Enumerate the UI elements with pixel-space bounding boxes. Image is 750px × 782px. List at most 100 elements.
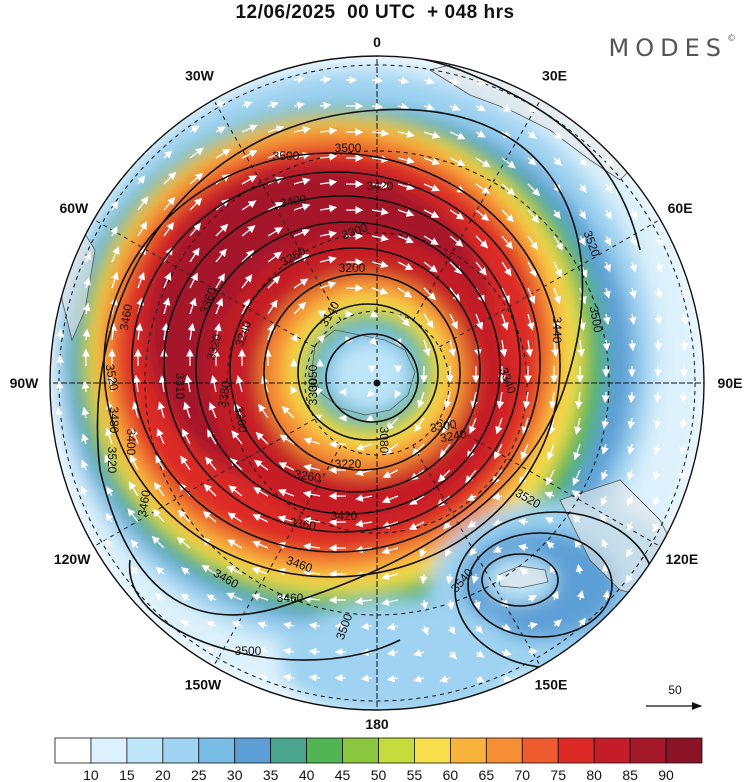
wind-vector <box>521 417 530 435</box>
colorbar-tick-label: 40 <box>299 767 315 782</box>
wind-vector <box>466 493 477 501</box>
wind-vector <box>449 287 461 302</box>
wind-vector <box>106 401 114 419</box>
wind-vector <box>553 261 562 278</box>
wind-vector <box>255 431 269 445</box>
wind-vector <box>55 380 64 393</box>
contour-label: 3400 <box>124 429 138 456</box>
wind-vector <box>302 595 321 603</box>
wind-vector <box>371 234 389 242</box>
contour-line <box>163 195 521 533</box>
wind-vector <box>449 313 458 330</box>
wind-vector <box>467 520 477 528</box>
wind-vector <box>517 491 529 500</box>
contour-line <box>195 221 501 515</box>
wind-vector <box>105 512 114 523</box>
copyright-mark: © <box>727 34 736 44</box>
wind-vector <box>519 469 529 486</box>
wind-vector <box>215 273 225 289</box>
wind-vector <box>527 621 539 630</box>
wind-vector <box>241 200 257 211</box>
wind-vector <box>475 261 487 276</box>
meridian-line <box>412 445 543 670</box>
colorbar-swatch <box>126 737 164 764</box>
wind-vector <box>156 428 165 445</box>
wind-vector <box>308 621 321 630</box>
wind-vector <box>252 514 269 523</box>
wind-vector <box>628 313 637 326</box>
colorbar-tick-label: 35 <box>263 767 279 782</box>
wind-vector <box>241 225 256 237</box>
longitude-label: 150W <box>185 676 222 692</box>
wind-vector <box>629 261 637 273</box>
wind-vector <box>319 178 338 187</box>
wind-vector <box>527 647 539 656</box>
meridian-line <box>90 418 315 549</box>
reference-vector: 50 <box>646 683 703 710</box>
wind-vector <box>527 235 538 251</box>
wind-vector <box>189 172 204 185</box>
wind-vector <box>360 674 373 683</box>
wind-vector <box>420 599 429 611</box>
wind-vector <box>546 469 555 486</box>
wind-vector <box>183 401 191 419</box>
contour-label: 3460 <box>117 303 135 332</box>
wind-vector <box>80 485 88 497</box>
wind-vector <box>578 617 586 627</box>
wind-vector <box>267 275 281 289</box>
contour-label: 3420 <box>331 509 358 523</box>
wind-vector <box>240 323 249 341</box>
wind-vector <box>386 648 399 657</box>
contour-label: 3500 <box>273 149 300 163</box>
wind-vector <box>189 222 202 237</box>
wind-vector <box>303 464 321 472</box>
wind-vector <box>475 104 487 112</box>
wind-vector <box>603 261 611 273</box>
wind-vector <box>445 573 454 585</box>
wind-vector <box>302 516 321 525</box>
wind-vector <box>371 76 384 85</box>
wind-vector <box>189 247 200 263</box>
wind-vector <box>601 417 610 430</box>
colorbar-swatch <box>485 737 523 764</box>
wind-vector <box>626 521 634 532</box>
wind-vector <box>277 594 295 602</box>
wind-vector <box>527 104 538 113</box>
wind-vector <box>423 235 439 246</box>
wind-vector <box>553 619 562 628</box>
wind-vector <box>397 130 415 138</box>
wind-vector <box>443 391 452 409</box>
wind-vector <box>423 157 441 166</box>
wind-vector <box>397 261 414 270</box>
wind-vector <box>180 567 191 576</box>
wind-vector <box>653 417 662 430</box>
wind-vector <box>189 125 200 134</box>
longitude-label: 60W <box>59 200 89 216</box>
brand-logo: MODES© <box>609 34 736 62</box>
wind-vector <box>81 433 89 445</box>
wind-vector <box>111 246 120 263</box>
contour-label: 3320 <box>204 332 225 362</box>
wind-vector <box>303 490 321 499</box>
wind-vector <box>601 538 609 549</box>
wind-vector <box>107 374 115 393</box>
wind-vector <box>496 391 505 410</box>
wind-vector <box>176 536 191 549</box>
wind-vector <box>251 567 269 575</box>
contour-line <box>229 247 481 493</box>
contour-label: 3500 <box>235 644 262 658</box>
wind-vector <box>394 389 402 399</box>
wind-vector <box>423 339 431 357</box>
wind-vector <box>520 443 529 460</box>
wind-vector <box>203 483 217 497</box>
wind-vector <box>368 336 377 346</box>
wind-vector <box>572 514 581 524</box>
wind-vector <box>226 566 243 575</box>
wind-vector <box>501 261 512 277</box>
wind-vector <box>319 204 338 213</box>
longitude-labels: 0 30E 60E 90E 120E 150E 180 150W 120W 90W 60W 30W <box>10 34 743 732</box>
wind-vector <box>137 271 145 289</box>
wind-vector <box>423 77 435 85</box>
wind-vector <box>302 568 321 577</box>
wind-vector <box>215 126 226 134</box>
